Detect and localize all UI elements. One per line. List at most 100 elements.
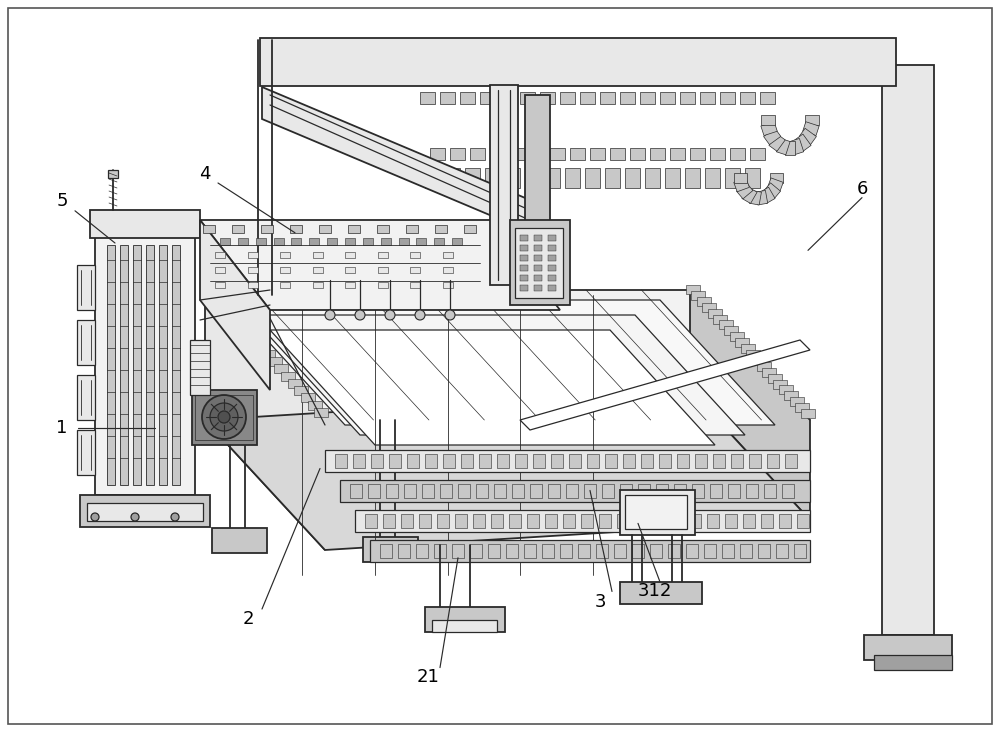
Polygon shape (250, 315, 745, 435)
Bar (432, 620, 497, 632)
Bar (77, 375, 95, 420)
Bar (455, 514, 467, 528)
Bar (764, 484, 776, 498)
Bar (515, 228, 563, 298)
Bar (399, 238, 409, 245)
Bar (107, 245, 115, 485)
Bar (625, 495, 687, 529)
Bar (380, 544, 392, 558)
Bar (653, 514, 665, 528)
Bar (410, 282, 420, 288)
Bar (650, 148, 665, 160)
Bar (378, 252, 388, 258)
Bar (248, 282, 258, 288)
Bar (443, 454, 455, 468)
Bar (534, 235, 542, 241)
Bar (490, 85, 518, 285)
Bar (312, 267, 322, 273)
Bar (740, 92, 755, 104)
Bar (378, 267, 388, 273)
Bar (534, 275, 542, 281)
Bar (659, 454, 671, 468)
Bar (596, 544, 608, 558)
Bar (585, 168, 600, 188)
Bar (769, 134, 785, 152)
Bar (548, 484, 560, 498)
Bar (776, 138, 790, 155)
Bar (87, 503, 203, 521)
Bar (670, 148, 685, 160)
Bar (509, 514, 521, 528)
Bar (580, 92, 595, 104)
Bar (383, 514, 395, 528)
Bar (363, 537, 418, 562)
Bar (281, 372, 295, 381)
Polygon shape (340, 480, 810, 502)
Bar (510, 148, 525, 160)
Bar (506, 544, 518, 558)
Bar (261, 350, 275, 359)
Bar (767, 454, 779, 468)
Bar (530, 148, 545, 160)
Bar (420, 92, 435, 104)
Polygon shape (370, 540, 810, 562)
Bar (220, 238, 230, 245)
Bar (442, 267, 452, 273)
Text: 1: 1 (56, 419, 68, 437)
Bar (708, 309, 722, 318)
Bar (668, 544, 680, 558)
Circle shape (415, 310, 425, 320)
Bar (368, 484, 380, 498)
Bar (172, 245, 180, 485)
Bar (485, 168, 500, 188)
Bar (801, 409, 815, 418)
Bar (435, 225, 447, 233)
Bar (724, 326, 738, 335)
Bar (704, 544, 716, 558)
Bar (713, 454, 725, 468)
Bar (587, 454, 599, 468)
Bar (494, 484, 506, 498)
Bar (656, 484, 668, 498)
Bar (365, 514, 377, 528)
Bar (371, 454, 383, 468)
Bar (350, 484, 362, 498)
Bar (749, 454, 761, 468)
Bar (274, 238, 284, 245)
Bar (600, 92, 615, 104)
Bar (416, 544, 428, 558)
Bar (108, 170, 118, 178)
Bar (80, 495, 210, 527)
Polygon shape (205, 390, 810, 550)
Bar (779, 386, 793, 395)
Bar (742, 187, 757, 203)
Bar (635, 514, 647, 528)
Bar (762, 367, 776, 377)
Bar (241, 329, 255, 337)
Bar (215, 252, 225, 258)
Bar (722, 544, 734, 558)
Circle shape (131, 513, 139, 521)
Bar (520, 245, 528, 251)
Bar (404, 484, 416, 498)
Bar (401, 514, 413, 528)
Bar (584, 484, 596, 498)
Text: 3: 3 (594, 593, 606, 610)
Bar (645, 168, 660, 188)
Bar (548, 265, 556, 271)
Bar (599, 514, 611, 528)
Bar (764, 128, 781, 145)
Polygon shape (520, 340, 810, 430)
Bar (491, 514, 503, 528)
Bar (641, 454, 653, 468)
Bar (319, 225, 331, 233)
Bar (345, 282, 355, 288)
Bar (689, 514, 701, 528)
Bar (212, 528, 267, 553)
Bar (353, 454, 365, 468)
Bar (730, 148, 745, 160)
Bar (214, 299, 228, 308)
Bar (470, 544, 482, 558)
Bar (760, 187, 775, 203)
Bar (452, 544, 464, 558)
